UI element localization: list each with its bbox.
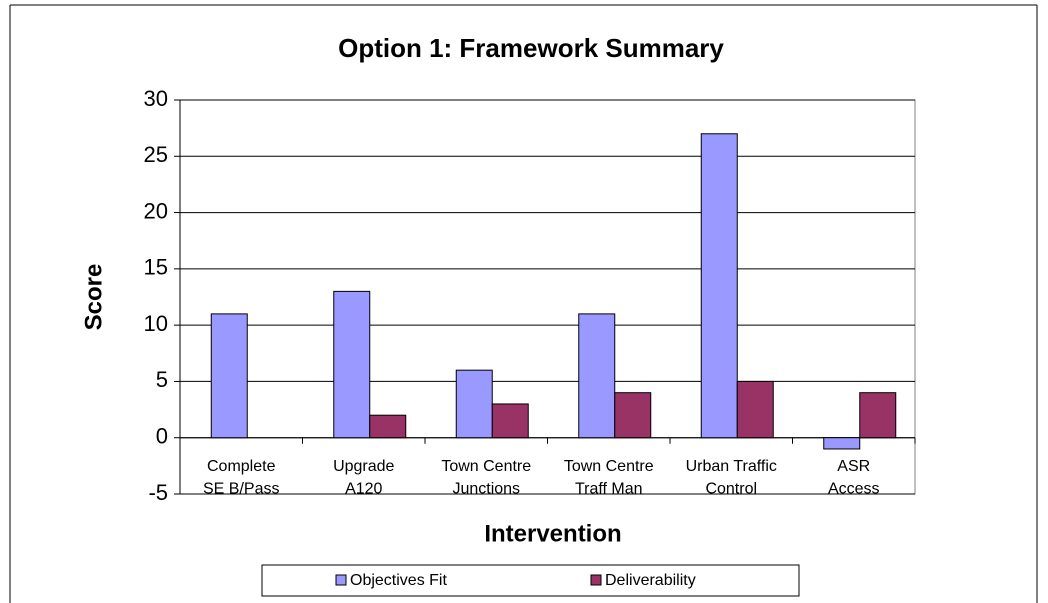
bar xyxy=(333,290,371,439)
legend-swatch xyxy=(590,574,602,586)
bar xyxy=(491,403,529,439)
y-tick-label: 15 xyxy=(144,255,168,280)
y-tick-label: -5 xyxy=(148,480,168,505)
bar xyxy=(578,313,616,439)
x-axis-label: Intervention xyxy=(484,520,621,547)
bar xyxy=(859,392,897,439)
bar xyxy=(614,392,652,439)
x-tick-label: Upgrade A120 xyxy=(333,458,394,497)
y-tick-label: 20 xyxy=(144,198,168,223)
bar xyxy=(700,133,738,439)
chart-title: Option 1: Framework Summary xyxy=(338,33,724,63)
x-tick-label: Urban Traffic Control xyxy=(686,458,777,497)
y-tick-label: 5 xyxy=(156,367,168,392)
y-axis-label: Score xyxy=(80,264,107,331)
y-tick-label: 25 xyxy=(144,142,168,167)
x-tick-label: Town Centre Traff Man xyxy=(564,458,654,497)
bar xyxy=(455,369,493,439)
legend-swatch xyxy=(335,574,347,586)
x-tick-label: ASR Access xyxy=(828,458,880,497)
legend-label: Objectives Fit xyxy=(350,572,447,589)
bar xyxy=(369,414,407,439)
bar xyxy=(736,380,774,439)
bar xyxy=(210,313,248,439)
legend-label: Deliverability xyxy=(605,572,696,589)
y-tick-label: 30 xyxy=(144,86,168,111)
x-tick-label: Complete SE B/Pass xyxy=(203,458,279,497)
y-tick-label: 0 xyxy=(156,424,168,449)
legend xyxy=(261,564,800,597)
plot-area xyxy=(179,99,916,495)
y-tick-label: 10 xyxy=(144,311,168,336)
bar xyxy=(823,437,861,450)
x-tick-label: Town Centre Junctions xyxy=(441,458,531,497)
